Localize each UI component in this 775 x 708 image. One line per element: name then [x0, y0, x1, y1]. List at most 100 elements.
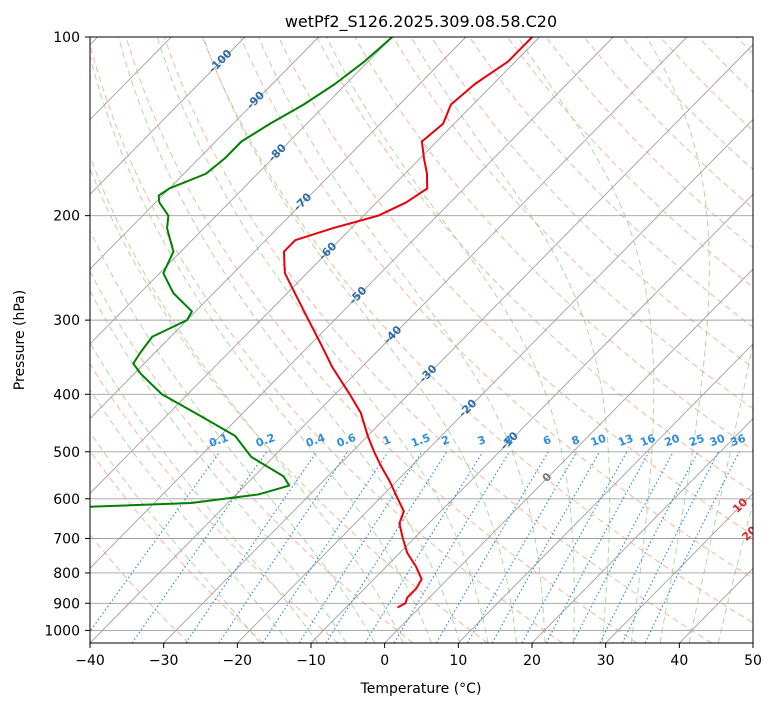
mixing-ratio-label: 8: [570, 433, 582, 448]
y-tick-label: 700: [53, 532, 80, 548]
moist-adiabats: [90, 37, 753, 643]
y-axis-ticks: 100 200 300 400 500 600 700 800 900 1000: [44, 30, 90, 639]
mixing-ratio-label: 6: [541, 433, 553, 448]
dry-adiabat: [545, 37, 753, 249]
dry-adiabat: [90, 167, 488, 643]
moist-adiabat: [326, 37, 575, 643]
mixing-ratio-line: [491, 451, 601, 643]
y-tick-label: 900: [53, 596, 80, 612]
mixing-ratio-line: [298, 451, 423, 643]
moist-adiabat: [90, 388, 290, 643]
y-tick-label: 200: [53, 209, 80, 225]
y-tick-label: 800: [53, 566, 80, 582]
x-tick-label: 0: [380, 653, 389, 669]
moist-adiabat: [202, 37, 517, 643]
isotherm-line: [90, 37, 393, 345]
mixing-ratio-label: 13: [616, 432, 635, 449]
dry-adiabat: [392, 37, 753, 410]
x-tick-label: 30: [597, 653, 615, 669]
dry-adiabat: [125, 37, 638, 643]
dry-adiabat: [430, 37, 753, 369]
plot-area: [90, 37, 753, 643]
isotherm-line: [90, 37, 614, 569]
dry-adiabat: [469, 37, 753, 328]
moist-adiabat: [517, 37, 655, 643]
mixing-ratio-label: 0.6: [335, 431, 358, 450]
x-tick-label: 10: [449, 653, 467, 669]
dry-adiabat: [240, 37, 753, 580]
dewpoint-profile: [90, 37, 393, 508]
moist-adiabat: [90, 154, 404, 643]
mixing-ratio-label: 0.2: [254, 431, 277, 450]
mixing-ratio-line: [185, 451, 318, 643]
x-tick-label: 50: [744, 653, 762, 669]
mixing-ratio-label: 36: [729, 432, 748, 450]
mixing-ratio-line: [521, 451, 628, 643]
moist-adiabat: [90, 341, 319, 643]
isotherm-line: [605, 492, 753, 643]
chart-title: wetPf2_S126.2025.309.08.58.C20: [285, 12, 557, 32]
y-axis-label: Pressure (hPa): [12, 290, 28, 390]
x-tick-label: −30: [149, 653, 179, 669]
mixing-ratio-label: 1.5: [409, 431, 432, 450]
mixing-ratio-label: 20: [663, 432, 682, 450]
moist-adiabat: [90, 289, 347, 643]
isotherm-line: [310, 193, 753, 643]
mixing-ratio-label: 4: [502, 433, 514, 448]
y-tick-label: 500: [53, 445, 80, 461]
y-tick-label: 400: [53, 387, 80, 403]
mixing-ratio-line: [90, 451, 221, 633]
x-tick-label: 20: [523, 653, 541, 669]
mixing-ratio-label: 16: [638, 432, 657, 450]
y-tick-label: 600: [53, 492, 80, 508]
mixing-ratio-line: [325, 451, 448, 643]
mixing-ratio-label: 30: [708, 432, 727, 450]
mixing-ratio-line: [435, 451, 549, 643]
isotherm-line: [531, 417, 753, 643]
dry-adiabat: [90, 42, 563, 643]
x-axis-label: Temperature (°C): [360, 681, 482, 697]
mixing-ratio-label: 1: [381, 433, 393, 448]
mixing-ratio-label: 25: [687, 432, 706, 449]
moist-adiabat: [90, 229, 376, 643]
mixing-ratio-label: 0.4: [304, 431, 327, 450]
x-tick-label: −20: [223, 653, 253, 669]
moist-adiabat: [90, 54, 432, 643]
dry-adiabat: [90, 270, 414, 643]
dry-adiabat: [201, 37, 753, 624]
y-tick-label: 100: [53, 30, 80, 46]
moist-adiabat: [717, 500, 753, 643]
isotherm-line: [90, 37, 467, 420]
temperature-profile: [282, 37, 533, 609]
mixing-ratio-line: [545, 451, 650, 643]
dry-adiabats: [90, 37, 753, 643]
isotherm-line: [90, 37, 688, 643]
x-tick-label: −10: [296, 653, 326, 669]
dry-adiabat: [583, 37, 753, 210]
isotherm-line: [458, 343, 753, 643]
isotherm-line: [90, 37, 246, 195]
mixing-ratio-line: [393, 451, 510, 643]
mixing-ratio-label: 0.1: [207, 431, 230, 450]
moist-adiabat: [258, 37, 546, 643]
plot-frame: [89, 36, 754, 644]
dry-adiabat: [163, 37, 712, 643]
x-tick-label: −40: [75, 653, 105, 669]
sounding-profiles: [90, 37, 533, 609]
mixing-ratio-line: [467, 451, 578, 643]
y-tick-label: 300: [53, 313, 80, 329]
moist-adiabat: [118, 37, 461, 643]
mixing-ratio-label: 2: [440, 433, 452, 448]
mixing-ratio-line: [131, 451, 268, 643]
moist-adiabat: [646, 37, 710, 643]
x-tick-label: 40: [670, 653, 688, 669]
moist-adiabat: [156, 37, 489, 643]
isotherms: [90, 37, 753, 643]
isotherm-line: [163, 44, 753, 643]
isotherm-line: [384, 268, 753, 643]
mixing-ratio-label: 10: [589, 432, 608, 450]
mixing-ratio-lines: [90, 451, 740, 643]
y-tick-label: 1000: [44, 623, 80, 639]
moist-adiabat: [688, 340, 753, 643]
